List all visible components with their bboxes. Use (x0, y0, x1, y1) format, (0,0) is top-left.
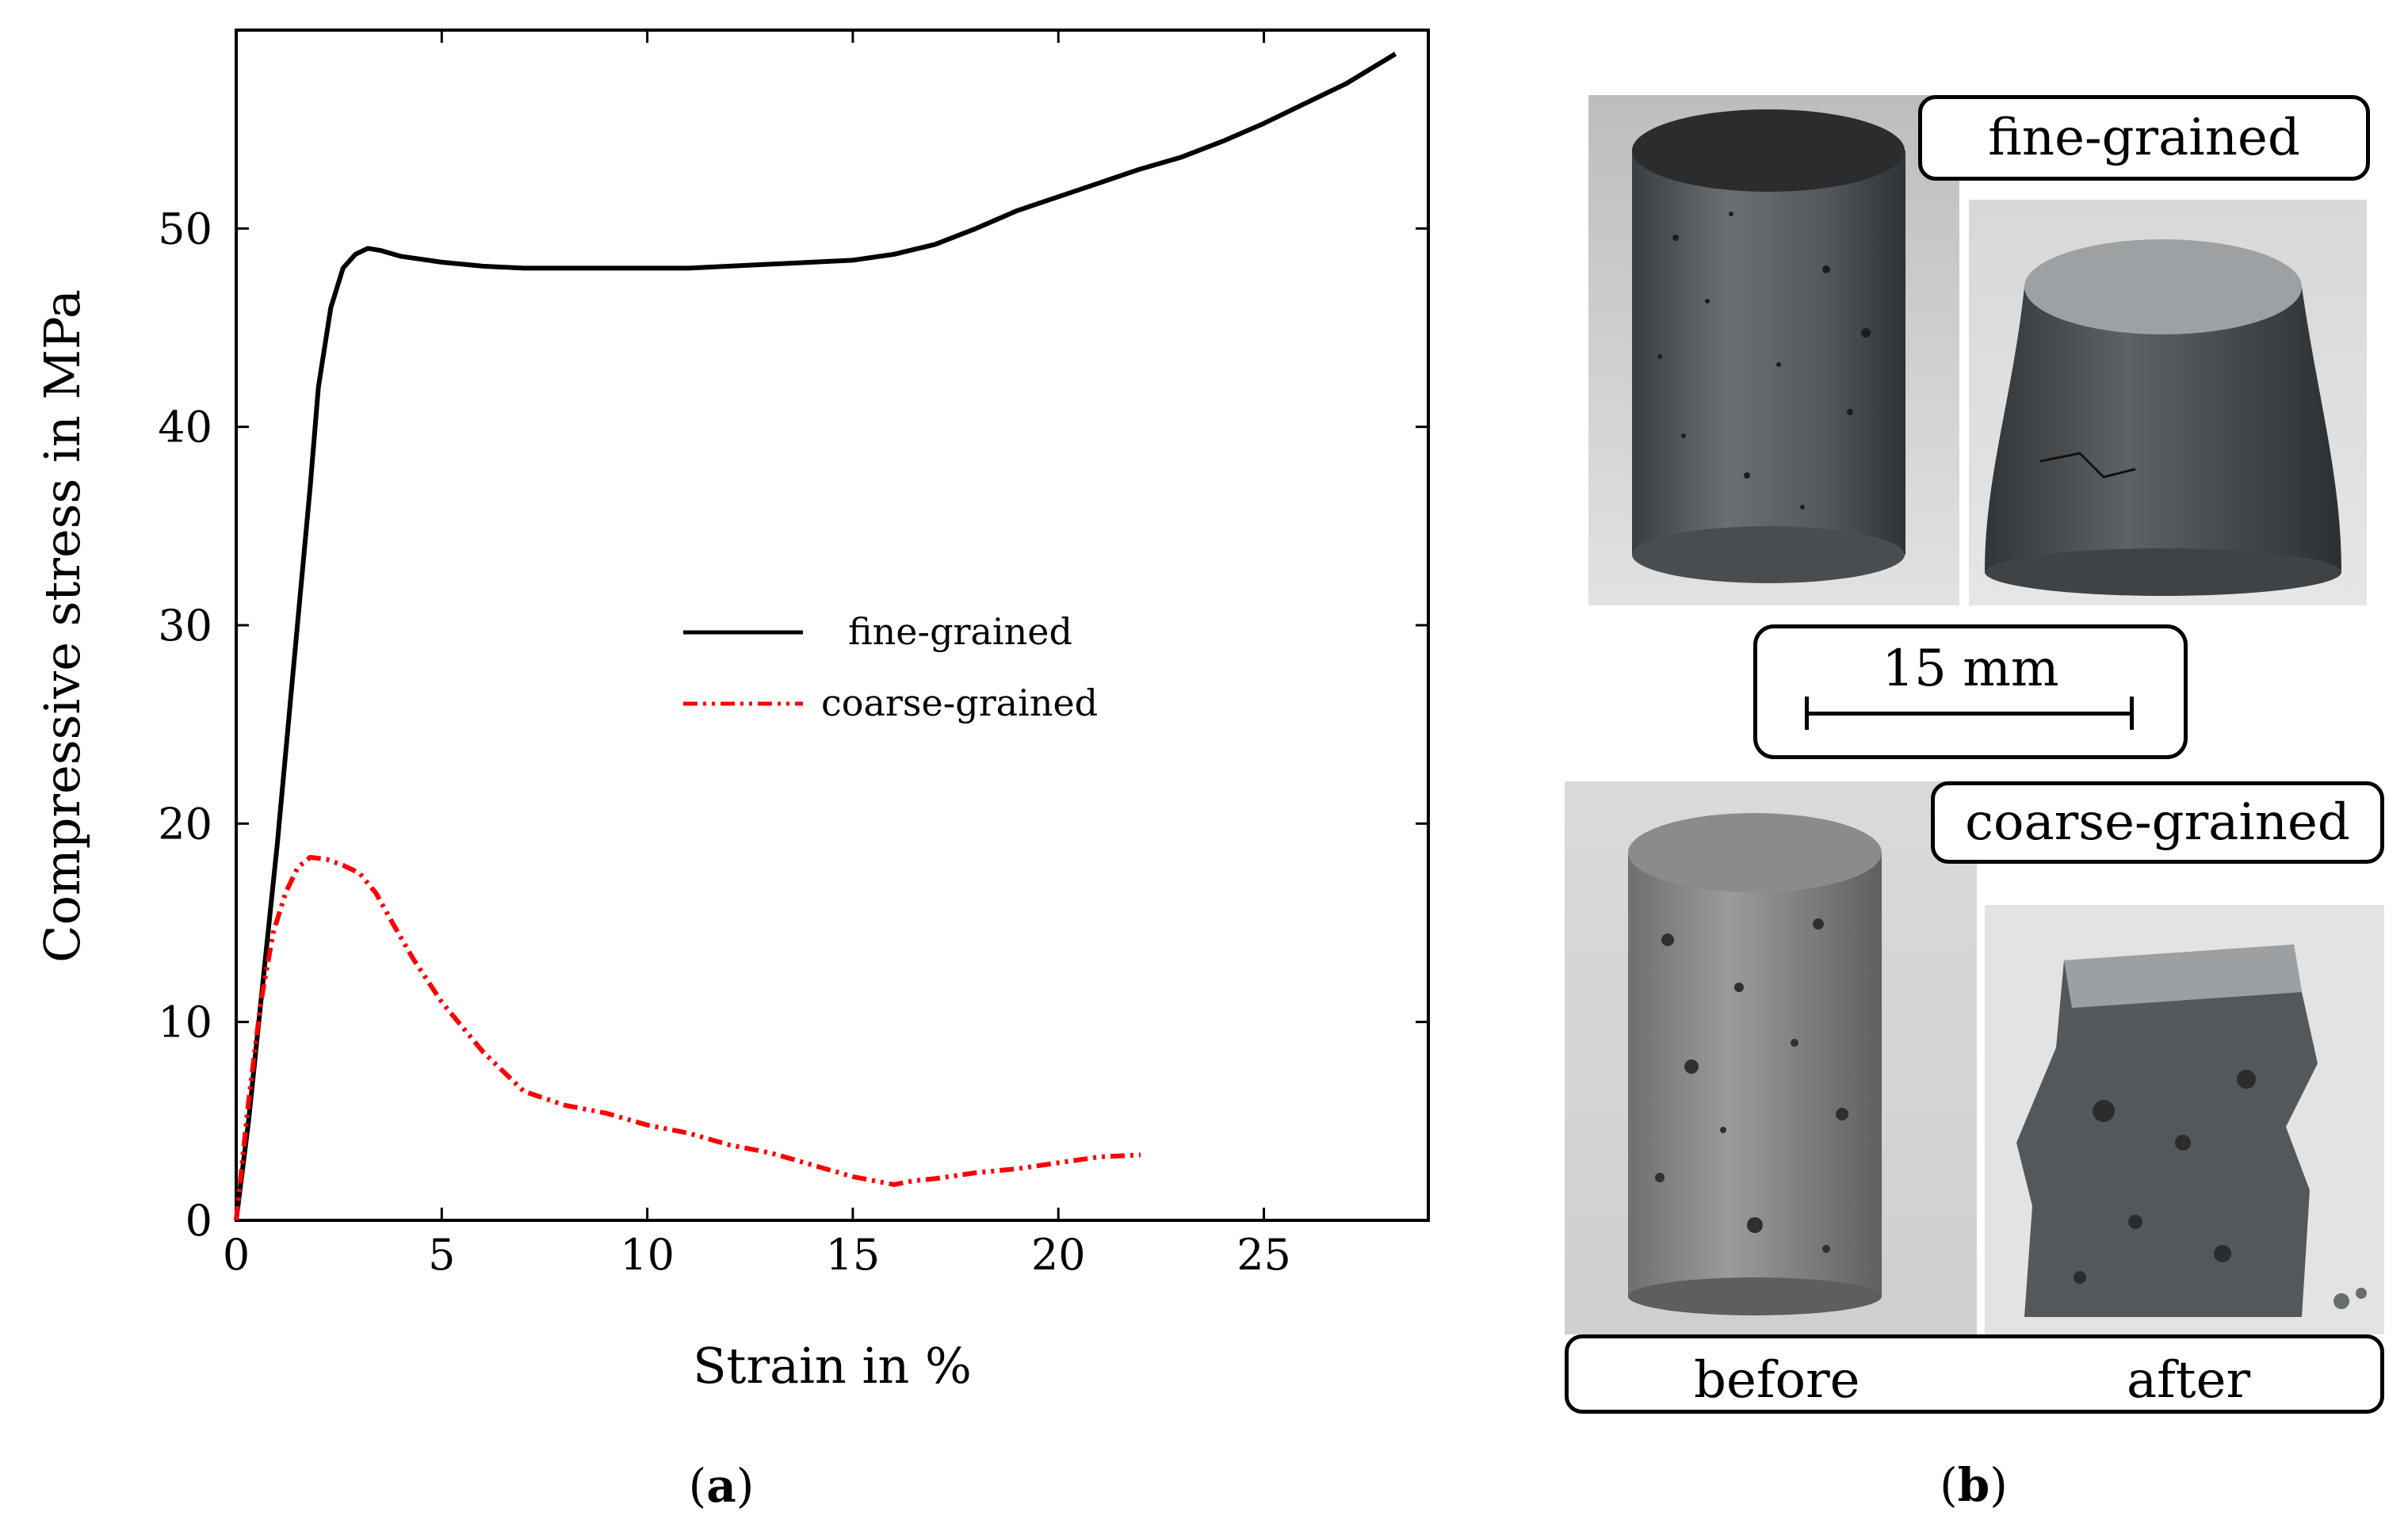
y-tick-label: 50 (158, 204, 212, 254)
stress-strain-chart: 0 5 10 15 20 25 0 10 20 30 40 50 Strain in % Compre… (33, 29, 1430, 1513)
series-line-fine-grained (234, 52, 1397, 1221)
photo-fine-before (1588, 95, 1959, 605)
photo-fine-after (1969, 200, 2367, 605)
specimen-fine-before-image (1588, 95, 1959, 605)
y-tick-label: 30 (158, 601, 212, 651)
scale-bar-right-tick (2130, 697, 2134, 730)
fine-grained-label: fine-grained (1918, 95, 2370, 181)
before-after-label-box: before after (1565, 1334, 2384, 1414)
x-tick-label: 10 (620, 1230, 675, 1280)
plot-frame (235, 29, 1430, 1222)
caption-b: (b) (1940, 1458, 2008, 1512)
scale-bar-left-tick (1805, 697, 1809, 730)
coarse-grained-label: coarse-grained (1931, 781, 2384, 864)
specimen-coarse-before-image (1565, 781, 1977, 1334)
y-tick-label: 0 (185, 1196, 212, 1246)
photo-coarse-before (1565, 781, 1977, 1334)
chart-legend: fine-grained coarse-grained (683, 610, 1098, 724)
y-tick-label: 20 (158, 799, 212, 849)
y-tick-label: 10 (158, 998, 212, 1048)
caption-a: (a) (689, 1459, 755, 1513)
chart-series (234, 52, 1397, 1221)
y-tick-label: 40 (158, 403, 212, 452)
x-tick-label: 5 (428, 1230, 455, 1280)
chart-ticks: 0 5 10 15 20 25 0 10 20 30 40 50 (158, 30, 1428, 1280)
chart-axes (235, 29, 1430, 1222)
specimen-coarse-after-image (1985, 905, 2384, 1334)
before-label: before (1694, 1351, 1860, 1410)
scale-bar (1806, 712, 2131, 716)
scale-bar-label: 15 mm (1882, 639, 2059, 698)
scale-bar-box: 15 mm (1753, 624, 2188, 759)
series-line-coarse-grained (234, 854, 1141, 1221)
photo-coarse-after (1985, 905, 2384, 1334)
x-axis-title: Strain in % (693, 1337, 972, 1395)
legend-label-fine-grained: fine-grained (848, 610, 1072, 653)
specimen-fine-after-image (1969, 200, 2367, 605)
legend-label-coarse-grained: coarse-grained (821, 681, 1098, 724)
x-tick-label: 15 (826, 1230, 881, 1280)
x-tick-label: 20 (1031, 1230, 1086, 1280)
after-label: after (2127, 1351, 2251, 1410)
x-tick-label: 25 (1236, 1230, 1291, 1280)
y-axis-title: Compressive stress in MPa (33, 289, 91, 963)
x-tick-label: 0 (223, 1230, 250, 1280)
